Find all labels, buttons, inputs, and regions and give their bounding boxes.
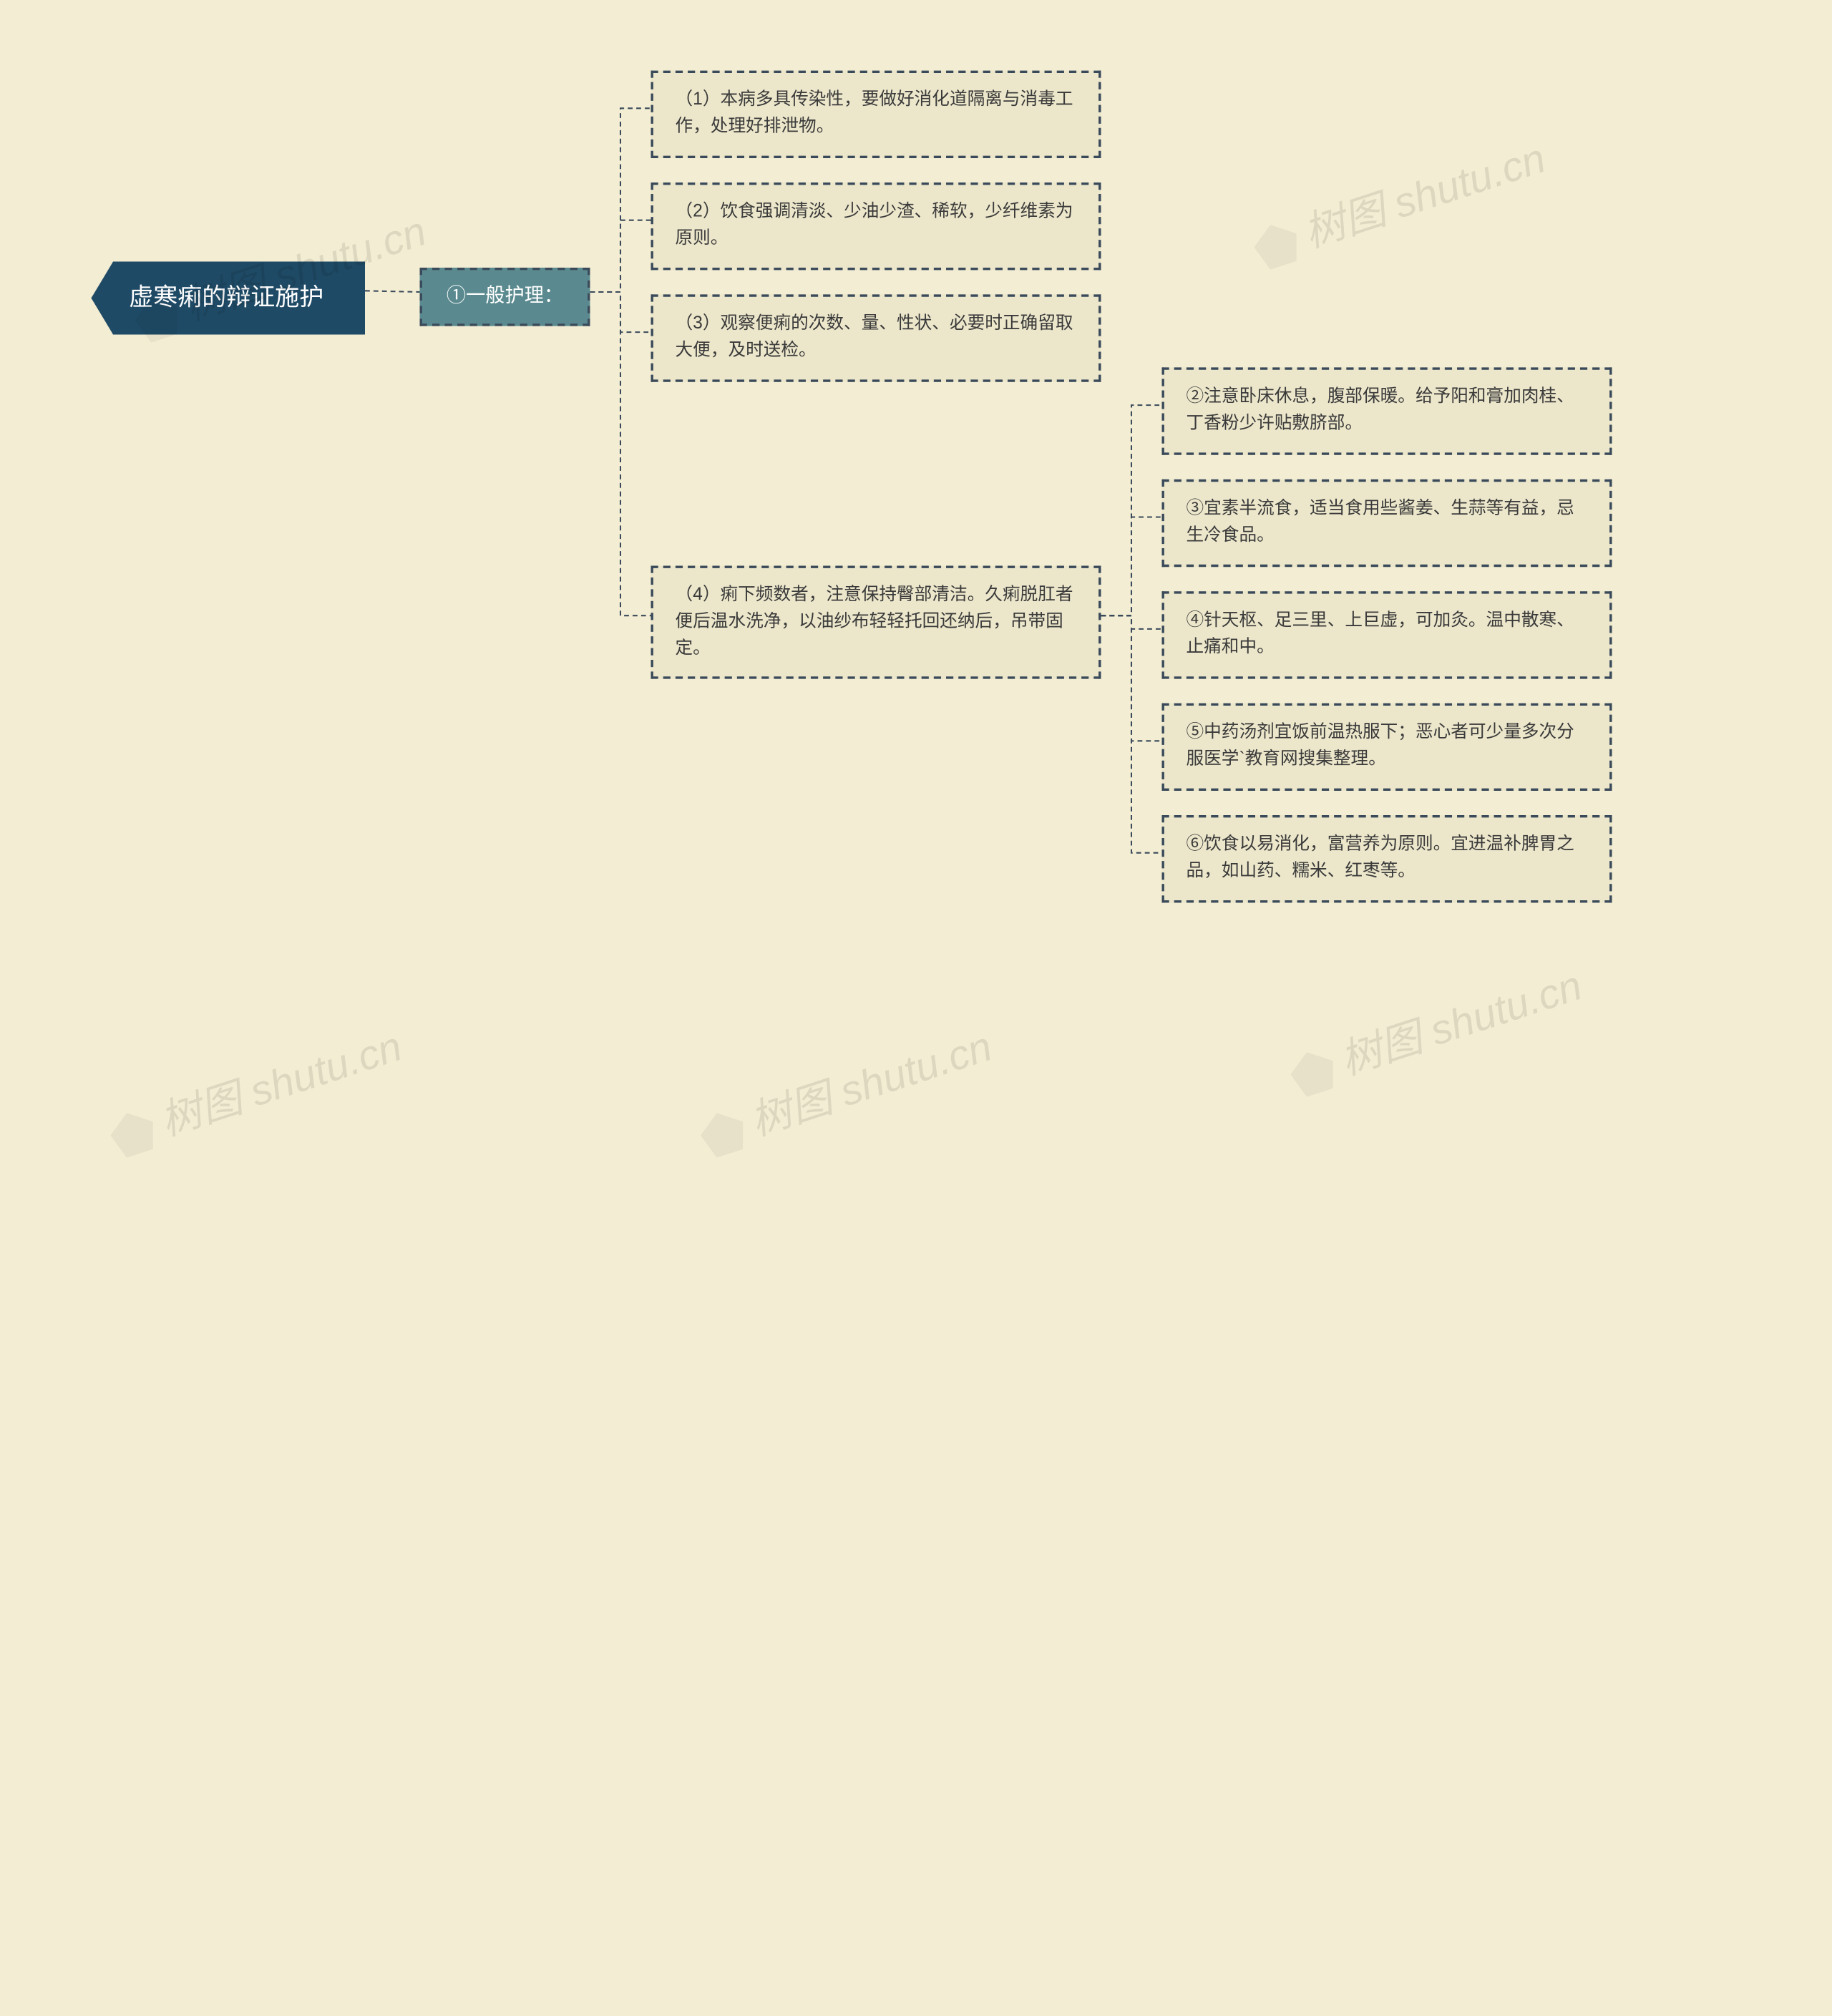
- watermark: ⬟树图 shutu.cn: [1244, 125, 1554, 284]
- mindmap-canvas: 虚寒痢的辩证施护 ①一般护理： （1）本病多具传染性，要做好消化道隔离与消毒工作…: [0, 0, 1832, 2016]
- watermark: ⬟树图 shutu.cn: [691, 1013, 1001, 1172]
- leaf-node-4-4[interactable]: ⑤中药汤剂宜饭前温热服下；恶心者可少量多次分服医学`教育网搜集整理。: [1162, 703, 1612, 791]
- leaf-node-3[interactable]: （3）观察便痢的次数、量、性状、必要时正确留取大便，及时送检。: [651, 294, 1101, 381]
- watermark: ⬟树图 shutu.cn: [100, 1013, 411, 1172]
- leaf-node-4[interactable]: （4）痢下频数者，注意保持臀部清洁。久痢脱肛者便后温水洗净，以油纱布轻轻托回还纳…: [651, 566, 1101, 680]
- leaf-node-4-5[interactable]: ⑥饮食以易消化，富营养为原则。宜进温补脾胃之品，如山药、糯米、红枣等。: [1162, 815, 1612, 902]
- leaf-node-4-1[interactable]: ②注意卧床休息，腹部保暖。给予阳和膏加肉桂、丁香粉少许贴敷脐部。: [1162, 367, 1612, 454]
- root-node[interactable]: 虚寒痢的辩证施护: [92, 262, 366, 335]
- tree-icon: ⬟: [1246, 210, 1310, 284]
- leaf-node-1[interactable]: （1）本病多具传染性，要做好消化道隔离与消毒工作，处理好排泄物。: [651, 71, 1101, 158]
- level1-node[interactable]: ①一般护理：: [420, 268, 590, 326]
- leaf-node-4-2[interactable]: ③宜素半流食，适当食用些酱姜、生蒜等有益，忌生冷食品。: [1162, 479, 1612, 567]
- watermark: ⬟树图 shutu.cn: [1280, 953, 1591, 1111]
- leaf-node-2[interactable]: （2）饮食强调清淡、少油少渣、稀软，少纤维素为原则。: [651, 182, 1101, 270]
- tree-icon: ⬟: [102, 1099, 166, 1172]
- leaf-node-4-3[interactable]: ④针天枢、足三里、上巨虚，可加灸。温中散寒、止痛和中。: [1162, 591, 1612, 678]
- tree-icon: ⬟: [692, 1099, 756, 1172]
- tree-icon: ⬟: [1282, 1038, 1346, 1111]
